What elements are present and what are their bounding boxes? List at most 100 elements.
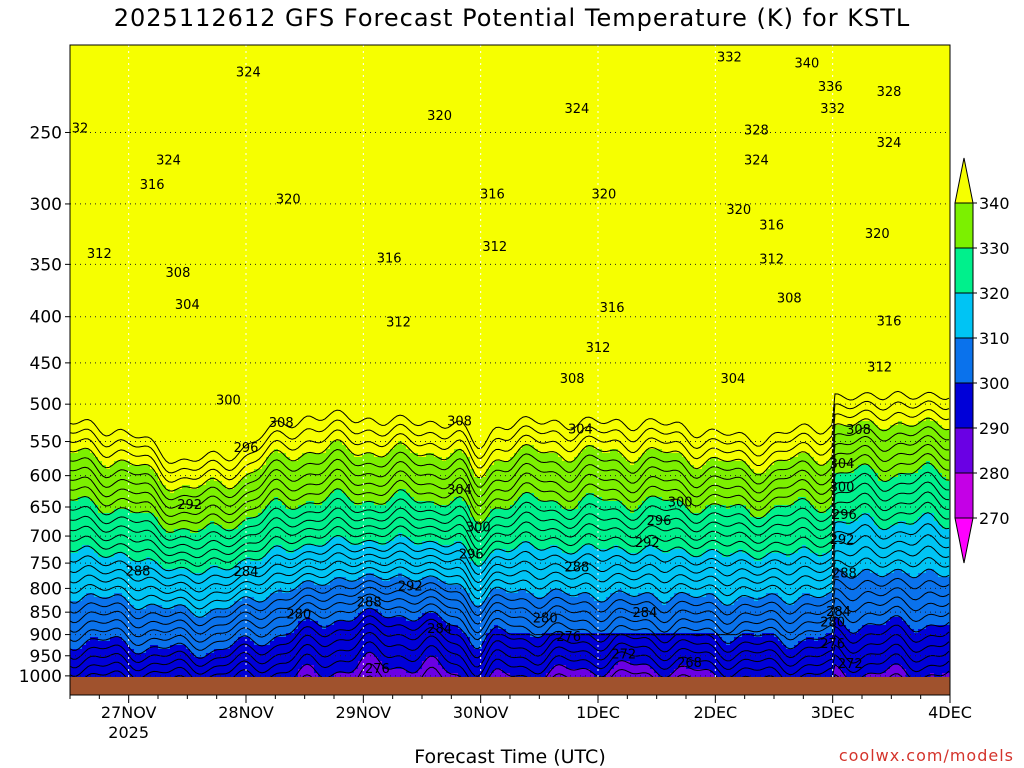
contour-label: 324 bbox=[236, 66, 261, 81]
band-cell bbox=[878, 573, 886, 577]
band-cell bbox=[206, 653, 366, 657]
band-cell bbox=[70, 553, 98, 557]
band-cell bbox=[130, 645, 150, 649]
band-cell bbox=[902, 617, 950, 621]
band-cell bbox=[70, 201, 950, 205]
band-cell bbox=[842, 669, 886, 673]
contour-label: 316 bbox=[600, 301, 625, 316]
band-cell bbox=[474, 645, 482, 649]
band-cell bbox=[70, 277, 950, 281]
band-cell bbox=[610, 449, 618, 453]
band-cell bbox=[654, 545, 802, 549]
band-cell bbox=[926, 417, 930, 421]
band-cell bbox=[834, 473, 878, 477]
contour-label: 304 bbox=[830, 457, 855, 472]
band-cell bbox=[70, 669, 298, 673]
band-cell bbox=[470, 553, 490, 557]
band-cell bbox=[70, 241, 950, 245]
band-cell bbox=[70, 473, 158, 477]
band-cell bbox=[70, 225, 950, 229]
band-cell bbox=[706, 549, 718, 553]
band-cell bbox=[818, 509, 826, 513]
band-cell bbox=[70, 569, 190, 573]
band-cell bbox=[70, 157, 950, 161]
band-cell bbox=[70, 485, 166, 489]
x-tick-label: 2DEC bbox=[693, 703, 737, 722]
band-cell bbox=[250, 637, 274, 641]
band-cell bbox=[334, 577, 346, 581]
band-cell bbox=[454, 449, 462, 453]
band-cell bbox=[938, 521, 950, 525]
band-cell bbox=[470, 637, 486, 641]
band-cell bbox=[70, 153, 950, 157]
contour-label-layer: 332 324 324 316 320 320 324 332 340 336 332 328 324 3… bbox=[70, 51, 901, 677]
band-cell bbox=[70, 121, 950, 125]
band-cell bbox=[770, 509, 818, 513]
band-cell bbox=[254, 597, 266, 601]
band-cell bbox=[158, 521, 210, 525]
band-cell bbox=[418, 669, 446, 673]
band-cell bbox=[490, 629, 506, 633]
band-cell bbox=[518, 589, 526, 593]
band-cell bbox=[194, 653, 206, 657]
band-cell bbox=[818, 553, 822, 557]
band-cell bbox=[618, 661, 630, 665]
contour-label: 276 bbox=[556, 630, 581, 645]
band-cell bbox=[146, 605, 162, 609]
band-cell bbox=[126, 597, 242, 601]
band-cell bbox=[206, 613, 358, 617]
band-cell bbox=[642, 549, 662, 553]
band-cell bbox=[762, 557, 950, 561]
band-cell bbox=[578, 453, 622, 457]
band-cell bbox=[98, 553, 114, 557]
band-cell bbox=[902, 569, 926, 573]
band-cell bbox=[346, 537, 394, 541]
band-cell bbox=[554, 665, 566, 669]
gridlines bbox=[70, 45, 950, 695]
band-cell bbox=[594, 493, 834, 497]
band-cell bbox=[342, 489, 398, 493]
band-cell bbox=[302, 581, 314, 585]
band-cell bbox=[70, 93, 950, 97]
band-cell bbox=[422, 541, 438, 545]
band-cell bbox=[834, 577, 950, 581]
band-cell bbox=[374, 453, 386, 457]
band-cell bbox=[70, 449, 78, 453]
band-cell bbox=[458, 625, 494, 629]
band-cell bbox=[70, 609, 190, 613]
band-cell bbox=[406, 489, 834, 493]
band-cell bbox=[70, 365, 950, 369]
y-tick-label: 900 bbox=[30, 626, 62, 646]
band-cell bbox=[834, 537, 950, 541]
band-cell bbox=[426, 657, 438, 661]
band-cell bbox=[594, 673, 606, 677]
band-cell bbox=[70, 309, 950, 313]
band-cell bbox=[854, 469, 874, 473]
band-cell bbox=[162, 605, 174, 609]
band-cell bbox=[434, 453, 450, 457]
band-cell bbox=[70, 673, 298, 677]
band-cell bbox=[286, 453, 302, 457]
band-cell bbox=[846, 673, 866, 677]
band-cell bbox=[474, 517, 486, 521]
band-cell bbox=[70, 293, 950, 297]
band-cell bbox=[758, 597, 782, 601]
band-cell bbox=[754, 633, 762, 637]
band-cell bbox=[354, 501, 362, 505]
band-cell bbox=[70, 161, 950, 165]
band-cell bbox=[814, 505, 830, 509]
contour-label: 340 bbox=[794, 56, 819, 71]
band-cell bbox=[798, 597, 950, 601]
band-cell bbox=[70, 97, 950, 101]
band-cell bbox=[310, 617, 354, 621]
contour-label: 296 bbox=[647, 514, 672, 529]
contour-label: 300 bbox=[466, 520, 491, 535]
y-tick-label: 300 bbox=[30, 195, 62, 215]
band-cell bbox=[722, 637, 734, 641]
contour-label: 320 bbox=[865, 227, 890, 242]
band-cell bbox=[766, 469, 854, 473]
band-cell bbox=[70, 101, 950, 105]
band-cell bbox=[718, 457, 790, 461]
band-cell bbox=[86, 593, 94, 597]
band-cell bbox=[834, 497, 950, 501]
